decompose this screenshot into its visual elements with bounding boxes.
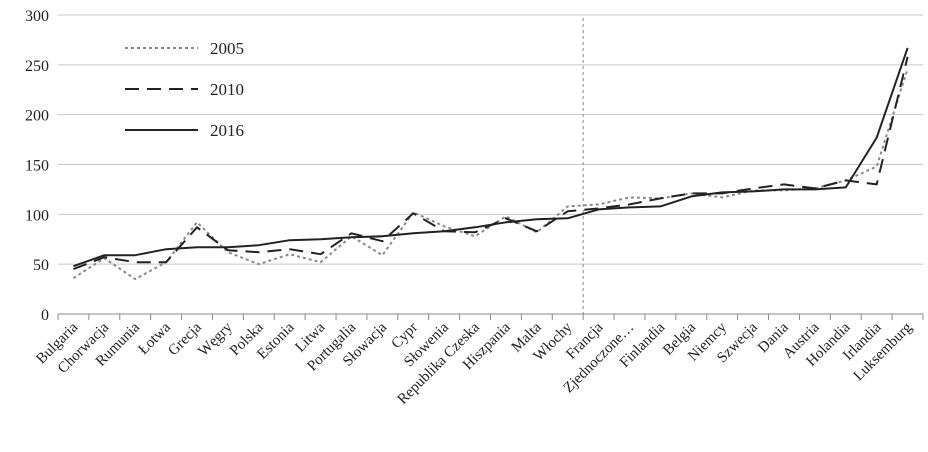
- x-tick-label: Węgry: [196, 319, 237, 360]
- y-tick-label: 100: [25, 207, 49, 224]
- legend-label-2005: 2005: [210, 39, 244, 58]
- legend-label-2016: 2016: [210, 121, 244, 140]
- legend: 2005 2010 2016: [125, 39, 244, 140]
- legend-label-2010: 2010: [210, 80, 244, 99]
- x-axis: [57, 313, 924, 320]
- y-axis-ticks: 0 50 100 150 200 250 300: [25, 8, 49, 324]
- y-tick-label: 250: [25, 58, 49, 75]
- y-tick-label: 200: [25, 108, 49, 125]
- x-axis-ticks: BulgariaChorwacjaRumuniaŁotwaGrecjaWęgry…: [33, 319, 915, 408]
- gridlines: [58, 14, 923, 265]
- series-line-2016: [73, 47, 909, 268]
- series-line-2010: [73, 56, 909, 271]
- y-tick-label: 0: [41, 307, 49, 324]
- y-tick-label: 300: [25, 8, 49, 25]
- y-tick-label: 150: [25, 158, 49, 175]
- y-tick-label: 50: [33, 257, 49, 274]
- series-group: [72, 47, 909, 281]
